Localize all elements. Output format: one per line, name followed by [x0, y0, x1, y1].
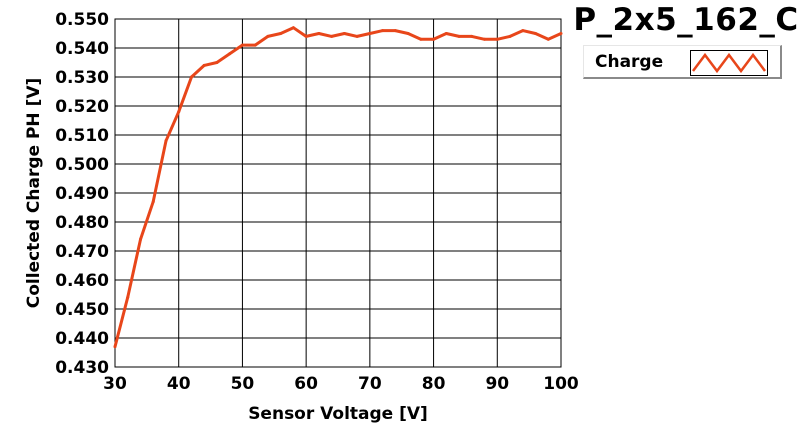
x-tick-label: 80 — [422, 374, 446, 394]
y-tick-label: 0.490 — [55, 184, 109, 204]
x-tick-label: 40 — [167, 374, 191, 394]
y-tick-label: 0.550 — [55, 10, 109, 30]
chart-title: P_2x5_162_C — [573, 2, 799, 38]
y-tick-label: 0.540 — [55, 39, 109, 59]
data-point — [432, 37, 436, 41]
data-point — [215, 61, 219, 64]
data-point — [534, 32, 538, 35]
data-point — [368, 32, 372, 35]
data-point — [291, 26, 295, 30]
data-point — [317, 32, 321, 35]
y-tick-label: 0.530 — [55, 68, 109, 88]
data-point — [126, 295, 130, 299]
data-point — [240, 43, 244, 47]
data-point — [253, 43, 257, 47]
plot-frame — [114, 18, 562, 368]
data-point — [419, 37, 423, 41]
legend-label: Charge — [595, 52, 664, 72]
legend-swatch-line — [692, 52, 766, 74]
data-point — [202, 63, 206, 67]
y-tick-label: 0.430 — [55, 358, 109, 378]
y-tick-label: 0.480 — [55, 213, 109, 233]
data-point — [457, 34, 461, 38]
data-point — [406, 32, 410, 35]
data-point — [164, 139, 168, 143]
data-point — [355, 34, 359, 38]
data-point — [495, 37, 499, 41]
x-tick-label: 90 — [485, 374, 509, 394]
x-tick-label: 60 — [294, 374, 318, 394]
data-point — [266, 34, 270, 38]
data-point — [483, 37, 487, 41]
x-tick-label: 50 — [231, 374, 255, 394]
data-point — [138, 237, 142, 241]
data-point — [330, 34, 334, 38]
data-point — [393, 29, 397, 33]
y-tick-label: 0.470 — [55, 242, 109, 262]
y-tick-label: 0.520 — [55, 97, 109, 117]
data-point — [189, 75, 193, 79]
series-line-charge — [113, 26, 562, 348]
data-point — [228, 52, 232, 56]
y-tick-label: 0.440 — [55, 329, 109, 349]
data-point — [521, 29, 525, 33]
y-tick-label: 0.460 — [55, 271, 109, 291]
data-point — [151, 200, 155, 204]
data-point — [304, 34, 308, 38]
x-axis-label: Sensor Voltage [V] — [248, 404, 428, 424]
legend: Charge — [583, 45, 782, 79]
x-tick-label: 100 — [543, 374, 579, 394]
data-point — [113, 345, 117, 349]
data-point — [546, 37, 550, 41]
data-point — [279, 32, 283, 35]
data-point — [342, 32, 346, 35]
data-point — [559, 32, 563, 35]
y-tick-label: 0.500 — [55, 155, 109, 175]
data-point — [508, 34, 512, 38]
y-axis-label: Collected Charge PH [V] — [24, 78, 44, 309]
data-point — [470, 34, 474, 38]
data-point — [444, 32, 448, 35]
data-point — [381, 29, 385, 33]
legend-swatch — [690, 50, 768, 76]
y-tick-label: 0.510 — [55, 126, 109, 146]
data-point — [177, 110, 181, 114]
x-tick-label: 30 — [103, 374, 127, 394]
x-tick-label: 70 — [358, 374, 382, 394]
y-tick-label: 0.450 — [55, 300, 109, 320]
